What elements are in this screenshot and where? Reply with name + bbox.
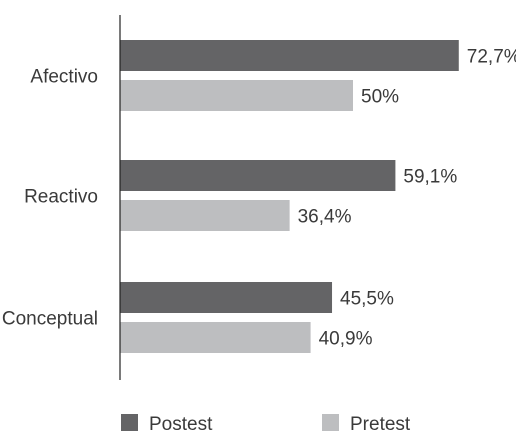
value-label-pretest-afectivo: 50% — [361, 87, 399, 108]
category-label-conceptual: Conceptual — [2, 309, 98, 330]
category-label-afectivo: Afectivo — [30, 67, 98, 88]
legend-label-pretest: Pretest — [350, 414, 411, 435]
value-label-postest-reactivo: 59,1% — [403, 167, 457, 188]
legend-swatch-pretest — [322, 414, 339, 431]
bar-pretest-afectivo — [120, 80, 353, 111]
bars-group — [120, 40, 459, 353]
value-label-pretest-conceptual: 40,9% — [319, 329, 373, 350]
legend-label-postest: Postest — [149, 414, 213, 435]
bar-pretest-conceptual — [120, 322, 311, 353]
bar-pretest-reactivo — [120, 200, 290, 231]
value-labels: 72,7% 50% 59,1% 36,4% 45,5% 40,9% — [298, 47, 516, 350]
legend: Postest Pretest — [121, 414, 411, 435]
legend-swatch-postest — [121, 414, 138, 431]
category-labels: Afectivo Reactivo Conceptual — [2, 67, 98, 330]
value-label-postest-conceptual: 45,5% — [340, 289, 394, 310]
value-label-postest-afectivo: 72,7% — [467, 47, 516, 68]
bar-postest-afectivo — [120, 40, 459, 71]
bar-postest-reactivo — [120, 160, 396, 191]
bar-postest-conceptual — [120, 282, 333, 313]
category-label-reactivo: Reactivo — [24, 187, 98, 208]
value-label-pretest-reactivo: 36,4% — [298, 207, 352, 228]
